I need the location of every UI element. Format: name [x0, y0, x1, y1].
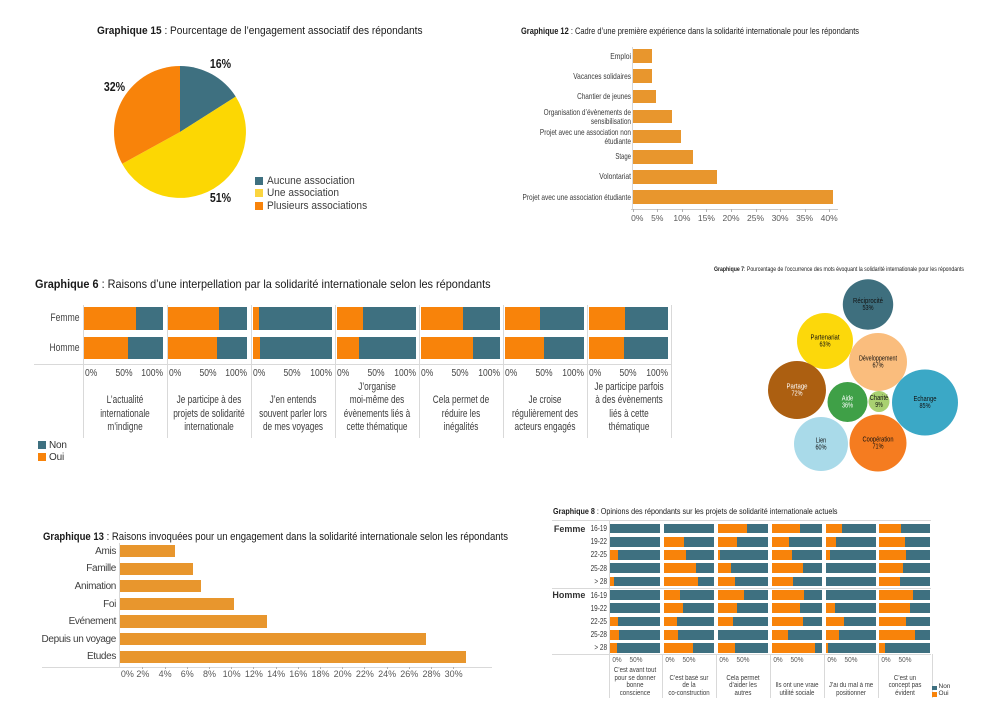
svg-text:53%: 53% — [863, 305, 874, 312]
svg-text:Echange: Echange — [914, 396, 937, 403]
svg-text:9%: 9% — [875, 402, 883, 409]
svg-text:36%: 36% — [842, 402, 853, 409]
svg-text:Partage: Partage — [787, 383, 808, 390]
svg-text:71%: 71% — [873, 443, 884, 450]
svg-text:Coopération: Coopération — [863, 436, 894, 443]
svg-text:Charité: Charité — [870, 395, 889, 402]
svg-text:67%: 67% — [873, 362, 884, 369]
svg-text:Réciprocité: Réciprocité — [853, 298, 883, 305]
svg-text:72%: 72% — [792, 390, 803, 397]
svg-text:Lien: Lien — [816, 437, 827, 444]
svg-text:Développement: Développement — [859, 355, 897, 362]
svg-text:63%: 63% — [820, 341, 831, 348]
svg-text:85%: 85% — [920, 403, 931, 410]
svg-text:Aide: Aide — [842, 395, 854, 402]
svg-text:Partenariat: Partenariat — [811, 334, 840, 341]
svg-text:60%: 60% — [816, 444, 827, 451]
